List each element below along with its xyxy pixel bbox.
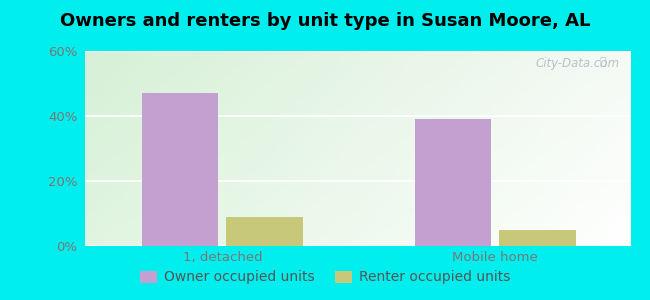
- Bar: [415, 119, 491, 246]
- Bar: [142, 93, 218, 246]
- Text: Owners and renters by unit type in Susan Moore, AL: Owners and renters by unit type in Susan…: [60, 12, 590, 30]
- Text: City-Data.com: City-Data.com: [536, 57, 619, 70]
- Legend: Owner occupied units, Renter occupied units: Owner occupied units, Renter occupied un…: [135, 265, 515, 290]
- Text: ⓘ: ⓘ: [599, 57, 606, 67]
- Bar: [499, 230, 576, 246]
- Bar: [226, 217, 303, 246]
